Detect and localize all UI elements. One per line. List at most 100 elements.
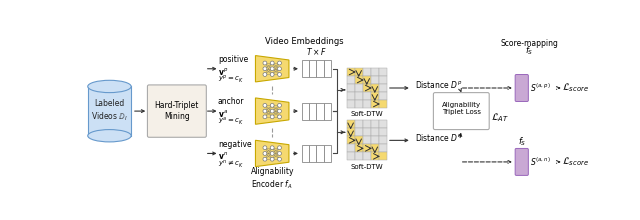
Text: Hard-Triplet
Mining: Hard-Triplet Mining [155,101,199,121]
Bar [347,120,355,128]
Bar [371,84,379,92]
Bar [324,103,331,120]
Circle shape [270,109,274,113]
Circle shape [278,103,282,107]
Circle shape [263,103,267,107]
Text: $\mathcal{L}_{AT}$: $\mathcal{L}_{AT}$ [491,111,509,124]
Bar [301,60,309,77]
Circle shape [263,61,267,65]
Circle shape [263,152,267,155]
Text: Distance $D^p$: Distance $D^p$ [415,79,462,90]
Bar [379,100,387,108]
FancyBboxPatch shape [433,93,489,130]
Bar [371,128,379,136]
Circle shape [278,152,282,155]
Circle shape [278,146,282,150]
Text: $y^p=c_K$: $y^p=c_K$ [218,74,244,85]
Bar [371,136,379,144]
Bar [379,92,387,100]
Bar [363,120,371,128]
Bar [379,84,387,92]
Circle shape [270,73,274,76]
Text: Video Embeddings: Video Embeddings [266,37,344,46]
Text: Labeled
Videos $\mathbb{D}_l$: Labeled Videos $\mathbb{D}_l$ [91,99,128,123]
Bar [324,60,331,77]
Bar [363,152,371,160]
Text: Soft-DTW: Soft-DTW [351,111,383,117]
Bar [363,100,371,108]
Bar [347,128,355,136]
Bar [316,145,324,162]
Bar [347,100,355,108]
Text: $y^a=c_K$: $y^a=c_K$ [218,116,244,127]
Circle shape [263,109,267,113]
Text: Distance $D^n$: Distance $D^n$ [415,132,462,143]
Text: $y^n\neq c_K$: $y^n\neq c_K$ [218,159,244,170]
Bar [316,103,324,120]
Text: anchor: anchor [218,97,244,106]
Circle shape [278,157,282,161]
Text: Alignability
Encoder $f_A$: Alignability Encoder $f_A$ [250,167,294,191]
Bar [355,144,363,152]
Circle shape [270,157,274,161]
Bar [355,68,363,76]
Circle shape [270,152,274,155]
Text: $\mathcal{L}_{score}$: $\mathcal{L}_{score}$ [562,156,589,168]
Bar [371,92,379,100]
FancyBboxPatch shape [515,75,529,101]
Text: $\mathbf{v}^p$: $\mathbf{v}^p$ [218,66,228,77]
Text: Alignability
Triplet Loss: Alignability Triplet Loss [442,101,481,115]
Ellipse shape [88,80,131,93]
Bar [347,152,355,160]
Text: $f_S$: $f_S$ [518,136,526,148]
Bar [324,145,331,162]
Bar [309,103,316,120]
Bar [371,100,379,108]
Text: Score-mapping: Score-mapping [500,39,559,48]
Circle shape [263,67,267,71]
Bar [371,152,379,160]
Bar [301,103,309,120]
Text: $\mathbf{v}^a$: $\mathbf{v}^a$ [218,108,228,119]
Ellipse shape [88,130,131,142]
Circle shape [270,103,274,107]
Bar [88,87,131,135]
Bar [379,76,387,84]
Circle shape [270,67,274,71]
Circle shape [263,146,267,150]
Bar [347,144,355,152]
Bar [355,152,363,160]
Bar [371,120,379,128]
Bar [355,76,363,84]
FancyBboxPatch shape [515,148,529,175]
Text: negative: negative [218,140,252,149]
Text: $S^{(a,p)}$: $S^{(a,p)}$ [531,82,551,94]
FancyBboxPatch shape [147,85,206,137]
Bar [363,144,371,152]
Circle shape [278,67,282,71]
Circle shape [270,115,274,119]
Bar [347,68,355,76]
Bar [371,76,379,84]
Bar [355,120,363,128]
Text: $\mathcal{L}_{score}$: $\mathcal{L}_{score}$ [562,82,589,94]
Text: $\mathbf{v}^n$: $\mathbf{v}^n$ [218,150,228,161]
Polygon shape [255,56,289,82]
Bar [316,60,324,77]
Bar [363,76,371,84]
Bar [379,144,387,152]
Circle shape [278,73,282,76]
Text: $f_S$: $f_S$ [525,45,534,57]
Bar [347,84,355,92]
Bar [363,128,371,136]
Circle shape [270,146,274,150]
Circle shape [278,109,282,113]
Bar [355,92,363,100]
Circle shape [278,115,282,119]
Text: $S^{(a,n)}$: $S^{(a,n)}$ [531,156,551,168]
Bar [379,120,387,128]
Bar [371,144,379,152]
Polygon shape [255,140,289,167]
Circle shape [278,61,282,65]
Text: positive: positive [218,55,248,64]
